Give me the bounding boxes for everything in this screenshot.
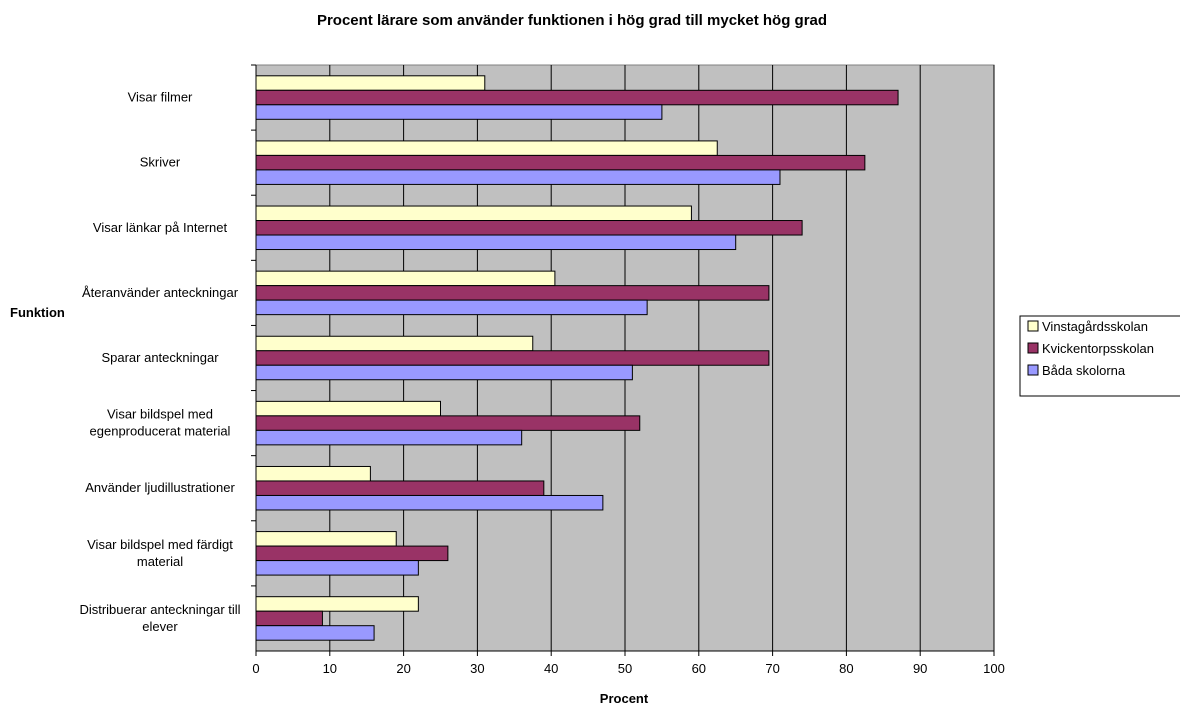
- x-axis-title: Procent: [600, 691, 649, 704]
- bar: [255, 531, 397, 547]
- category-label: Visar filmer: [128, 90, 193, 105]
- legend-swatch: [1027, 342, 1039, 354]
- bar: [255, 364, 633, 381]
- bar: [255, 299, 648, 316]
- bar: [255, 596, 419, 612]
- x-tick-label: 40: [544, 661, 558, 676]
- bar: [255, 285, 770, 301]
- bar: [255, 205, 692, 222]
- bars: [255, 75, 899, 641]
- bar: [255, 400, 441, 417]
- bar: [255, 75, 486, 91]
- bar: [255, 169, 781, 185]
- bar: [255, 89, 899, 106]
- x-tick-label: 10: [323, 661, 337, 676]
- x-tick-label: 20: [396, 661, 410, 676]
- category-label: Distribuerar anteckningar till: [79, 602, 240, 617]
- x-axis-ticks: 0 10 20 30 40 50 60 70 80 90 100: [252, 651, 1005, 676]
- bar: [255, 429, 523, 446]
- bar: [255, 480, 545, 496]
- category-label: elever: [142, 619, 178, 634]
- x-tick-label: 90: [913, 661, 927, 676]
- bar: [255, 415, 641, 431]
- x-tick-label: 0: [252, 661, 259, 676]
- x-tick-label: 30: [470, 661, 484, 676]
- category-labels: Visar filmer Skriver Visar länkar på Inter…: [79, 64, 256, 634]
- bar: [255, 140, 718, 156]
- bar: [255, 560, 419, 576]
- bar: [255, 625, 375, 641]
- y-axis-title: Funktion: [10, 305, 65, 320]
- bar: [255, 350, 770, 366]
- bar: [255, 465, 371, 482]
- bar: [255, 335, 534, 352]
- category-label: Visar bildspel med färdigt: [87, 537, 233, 552]
- legend-label: Båda skolorna: [1042, 363, 1126, 378]
- x-tick-label: 70: [765, 661, 779, 676]
- legend-box: [1019, 315, 1180, 397]
- x-tick-label: 60: [692, 661, 706, 676]
- category-label: egenproducerat material: [90, 424, 231, 439]
- bar: [255, 220, 803, 236]
- category-label: Sparar anteckningar: [101, 350, 219, 365]
- category-label: Skriver: [140, 155, 181, 170]
- bar: [255, 494, 604, 511]
- legend: Vinstagårdsskolan Kvickentorpsskolan Båda …: [1019, 315, 1180, 397]
- bar: [255, 610, 323, 627]
- bar: [255, 270, 556, 287]
- x-tick-label: 80: [839, 661, 853, 676]
- legend-label: Vinstagårdsskolan: [1042, 319, 1148, 334]
- category-label: material: [137, 554, 183, 569]
- bar: [255, 545, 449, 562]
- bar: [255, 234, 737, 251]
- category-label: Återanvänder anteckningar: [82, 285, 239, 300]
- x-tick-label: 50: [618, 661, 632, 676]
- legend-swatch: [1027, 320, 1039, 332]
- category-label: Visar länkar på Internet: [93, 220, 228, 235]
- legend-label: Kvickentorpsskolan: [1042, 341, 1154, 356]
- bar: [255, 104, 663, 120]
- legend-swatch: [1027, 364, 1039, 376]
- category-label: Visar bildspel med: [107, 407, 213, 422]
- x-tick-label: 100: [983, 661, 1005, 676]
- bar: [255, 154, 866, 171]
- category-label: Använder ljudillustrationer: [85, 480, 235, 495]
- chart-title: Procent lärare som använder funktionen i…: [317, 12, 827, 29]
